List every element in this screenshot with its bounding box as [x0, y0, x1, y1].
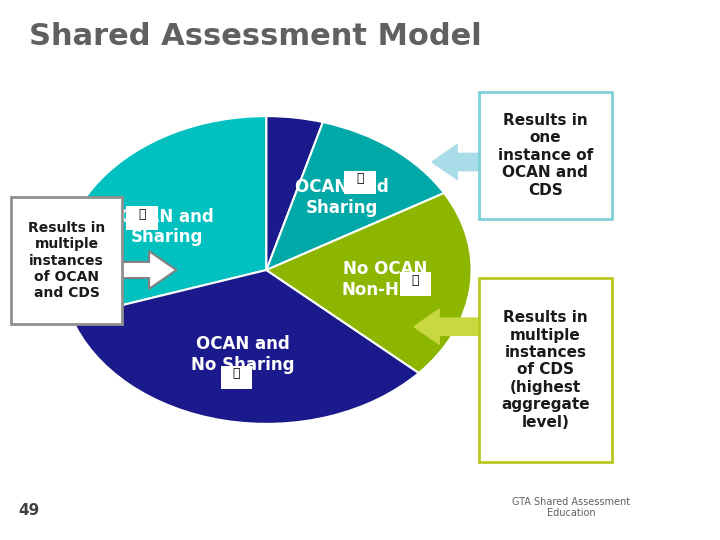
Wedge shape: [71, 270, 419, 424]
Text: Results in
multiple
instances
of CDS
(highest
aggregate
level): Results in multiple instances of CDS (hi…: [501, 310, 590, 430]
Text: GTA Shared Assessment
Education: GTA Shared Assessment Education: [512, 497, 630, 518]
Wedge shape: [266, 122, 444, 270]
Text: Results in
multiple
instances
of OCAN
and CDS: Results in multiple instances of OCAN an…: [28, 221, 105, 300]
Wedge shape: [61, 116, 266, 318]
Polygon shape: [414, 309, 479, 345]
FancyBboxPatch shape: [11, 197, 122, 324]
FancyBboxPatch shape: [221, 366, 253, 389]
Text: No OCAN
Non-HICs: No OCAN Non-HICs: [342, 260, 428, 299]
Text: 👤: 👤: [138, 208, 145, 221]
Polygon shape: [122, 251, 176, 289]
Text: Results in
one
instance of
OCAN and
CDS: Results in one instance of OCAN and CDS: [498, 113, 593, 198]
Text: OCAN and
Sharing: OCAN and Sharing: [120, 207, 214, 246]
FancyBboxPatch shape: [344, 171, 376, 194]
Text: 👤: 👤: [356, 172, 364, 185]
FancyBboxPatch shape: [479, 92, 612, 219]
FancyBboxPatch shape: [400, 272, 431, 296]
FancyBboxPatch shape: [479, 278, 612, 462]
Text: OCAN and
Sharing: OCAN and Sharing: [295, 178, 389, 217]
Wedge shape: [266, 193, 472, 373]
Text: 49: 49: [18, 503, 40, 518]
FancyBboxPatch shape: [126, 206, 158, 230]
Text: Shared Assessment Model: Shared Assessment Model: [29, 22, 482, 51]
Text: OCAN and
No Sharing: OCAN and No Sharing: [191, 335, 294, 374]
Text: 👤: 👤: [412, 274, 419, 287]
Polygon shape: [432, 145, 479, 179]
Wedge shape: [266, 116, 323, 270]
Text: 👤: 👤: [233, 367, 240, 380]
